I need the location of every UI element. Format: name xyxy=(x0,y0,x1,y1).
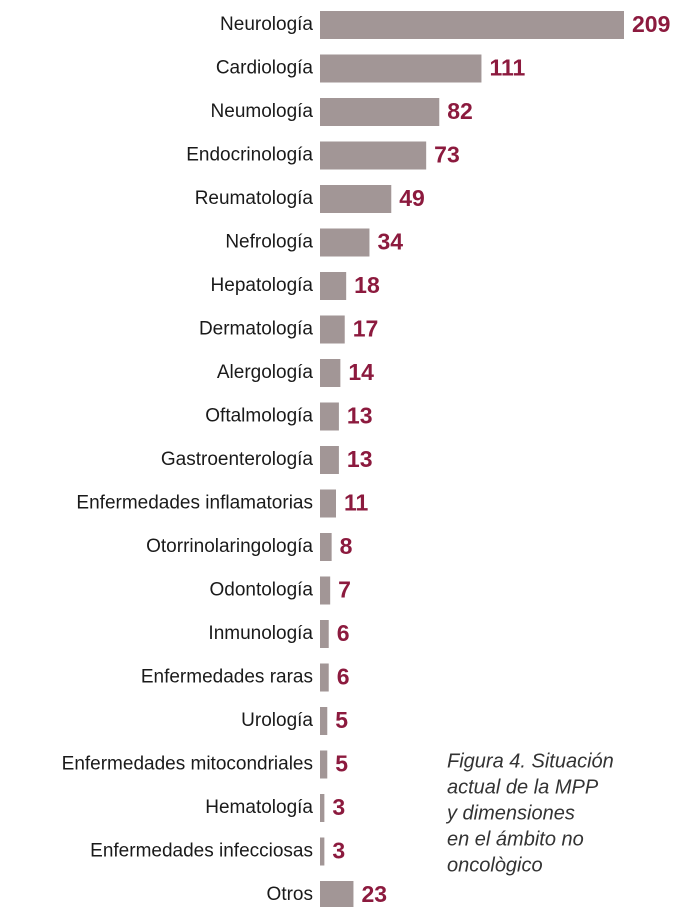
bar xyxy=(320,228,370,257)
value-label: 111 xyxy=(489,55,525,81)
category-label: Odontología xyxy=(209,580,313,601)
category-label: Alergología xyxy=(217,362,314,383)
value-label: 23 xyxy=(361,881,387,907)
bar xyxy=(320,446,339,474)
value-label: 14 xyxy=(348,359,374,385)
bar xyxy=(320,272,347,300)
category-label: Gastroenterología xyxy=(161,449,314,470)
category-label: Hematología xyxy=(205,797,313,818)
bar xyxy=(320,620,329,648)
category-label: Reumatología xyxy=(195,188,314,209)
value-label: 49 xyxy=(399,185,425,211)
value-label: 8 xyxy=(340,533,353,559)
value-label: 7 xyxy=(338,577,351,603)
category-label: Enfermedades infecciosas xyxy=(90,841,313,862)
bar xyxy=(320,141,427,170)
caption: actual de la MPP xyxy=(447,776,599,798)
category-label: Nefrología xyxy=(225,232,313,253)
value-label: 82 xyxy=(447,98,473,124)
caption: en el ámbito no xyxy=(447,828,584,850)
bar xyxy=(320,402,339,431)
category-label: Otorrinolaringología xyxy=(146,536,313,557)
bar xyxy=(320,707,328,735)
value-label: 13 xyxy=(347,446,373,472)
category-label: Otros xyxy=(267,884,313,905)
bar xyxy=(320,881,354,907)
bar xyxy=(320,663,329,692)
bar xyxy=(320,750,328,779)
caption: oncològico xyxy=(447,854,543,876)
value-label: 3 xyxy=(332,838,345,864)
bar xyxy=(320,359,341,387)
category-label: Dermatología xyxy=(199,319,313,340)
value-label: 11 xyxy=(344,490,369,516)
bar xyxy=(320,11,624,39)
bar xyxy=(320,54,482,83)
value-label: 6 xyxy=(337,620,350,646)
category-label: Neurología xyxy=(220,14,313,35)
value-label: 6 xyxy=(337,664,350,690)
category-label: Hepatología xyxy=(211,275,314,296)
category-label: Oftalmología xyxy=(205,406,313,427)
category-label: Urología xyxy=(241,710,313,731)
bar xyxy=(320,489,336,518)
caption: Figura 4. Situación xyxy=(447,750,614,772)
category-label: Neumología xyxy=(211,101,314,122)
value-label: 5 xyxy=(335,707,348,733)
category-label: Enfermedades inflamatorias xyxy=(76,493,313,514)
bar xyxy=(320,794,325,822)
value-label: 13 xyxy=(347,403,373,429)
value-label: 34 xyxy=(377,229,403,255)
bar xyxy=(320,315,345,344)
value-label: 3 xyxy=(332,794,345,820)
category-label: Cardiología xyxy=(216,58,314,79)
bar xyxy=(320,98,440,126)
caption: y dimensiones xyxy=(445,802,575,824)
category-label: Enfermedades raras xyxy=(141,667,313,688)
bar xyxy=(320,533,332,561)
bar xyxy=(320,185,392,213)
value-label: 18 xyxy=(354,272,380,298)
category-label: Endocrinología xyxy=(186,145,313,166)
value-label: 5 xyxy=(335,751,348,777)
value-label: 209 xyxy=(632,11,670,37)
bar xyxy=(320,576,331,605)
category-label: Inmunología xyxy=(208,623,313,644)
value-label: 73 xyxy=(434,142,460,168)
bar xyxy=(320,837,325,866)
value-label: 17 xyxy=(353,316,379,342)
category-label: Enfermedades mitocondriales xyxy=(62,754,313,775)
